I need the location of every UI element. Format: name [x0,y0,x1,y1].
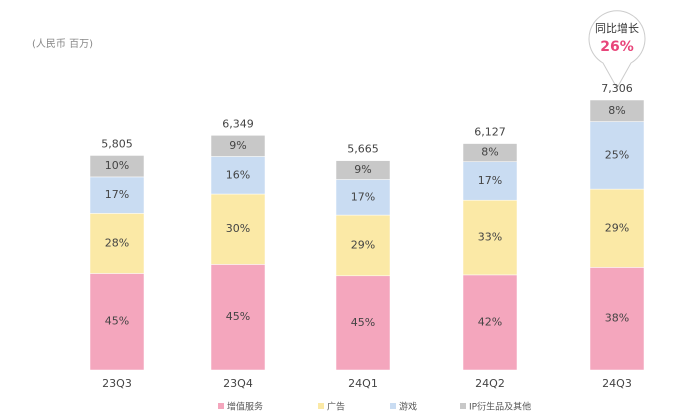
legend-swatch [390,403,396,409]
legend-label: IP衍生品及其他 [469,401,531,413]
total-label: 7,306 [601,82,633,95]
total-label: 5,805 [101,137,133,150]
segment-label: 10% [105,159,129,172]
segment-label: 8% [481,146,498,159]
legend-swatch [218,403,224,409]
x-tick-label: 23Q4 [223,377,253,390]
segment-label: 17% [478,174,502,187]
bar-segment [210,135,266,157]
bar-segment [589,188,645,268]
segment-label: 25% [605,148,629,161]
legend-label: 增值服务 [227,401,263,413]
segment-label: 45% [226,310,250,323]
segment-label: 45% [351,316,375,329]
bar-segment [462,274,518,371]
bar-segment [335,179,391,216]
segment-label: 30% [226,222,250,235]
bar-segment [89,155,145,178]
annotation-bubble: 同比增长 26% [588,10,646,90]
total-label: 6,127 [474,126,506,139]
segment-label: 29% [351,238,375,251]
segment-label: 17% [351,190,375,203]
bar-segment [589,99,645,122]
segment-label: 42% [478,315,502,328]
x-tick-label: 23Q3 [102,377,132,390]
legend-label: 广告 [327,401,345,413]
legend-swatch [460,403,466,409]
bar-segment [462,143,518,162]
annotation-title: 同比增长 [595,21,639,35]
segment-label: 16% [226,168,250,181]
bar-segment [589,121,645,190]
bar-segment [462,199,518,276]
segment-label: 8% [608,104,625,117]
bar-segment [89,273,145,371]
x-tick-label: 24Q2 [475,377,505,390]
unit-label: (人民币 百万) [32,38,93,50]
bar-segment [462,161,518,201]
annotation-value: 26% [600,39,634,55]
legend-swatch [318,403,324,409]
total-label: 6,349 [222,117,254,130]
bar-segment [589,267,645,371]
segment-label: 17% [105,188,129,201]
bubble-shape [588,10,646,90]
segment-label: 38% [605,312,629,325]
segment-label: 45% [105,315,129,328]
legend-label: 游戏 [399,401,417,413]
x-tick-label: 24Q3 [602,377,632,390]
segment-label: 9% [354,163,371,176]
segment-label: 29% [605,221,629,234]
segment-label: 9% [229,139,246,152]
segment-label: 28% [105,236,129,249]
bar-segment [335,214,391,277]
total-label: 5,665 [347,143,379,156]
bar-segment [335,160,391,180]
x-tick-label: 24Q1 [348,377,378,390]
segment-label: 33% [478,231,502,244]
bar-segment [89,176,145,214]
